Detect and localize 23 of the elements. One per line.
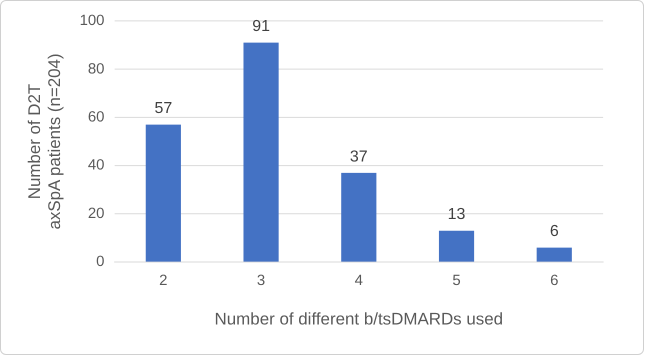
y-tick-label: 0 (96, 253, 105, 270)
x-tick-label: 2 (159, 272, 168, 290)
data-label: 91 (252, 18, 270, 36)
y-tick-label: 20 (88, 205, 105, 222)
y-tick-label: 80 (88, 60, 105, 78)
x-tick-label: 6 (550, 272, 558, 290)
bar (146, 124, 181, 262)
x-axis-title: Number of different b/tsDMARDs used (214, 310, 504, 329)
bar (438, 230, 474, 262)
data-label: 37 (350, 148, 368, 166)
bar (243, 42, 279, 262)
y-tick-label: 100 (80, 12, 105, 29)
x-tick-label: 5 (452, 272, 461, 290)
data-label: 13 (448, 206, 466, 224)
y-tick-label: 40 (88, 156, 105, 174)
bar (341, 172, 376, 262)
x-tick-label: 3 (256, 272, 266, 290)
y-tick-label: 60 (88, 108, 105, 126)
data-label: 57 (154, 100, 172, 118)
y-axis-title: Number of D2T axSpA patients (n=204) (24, 54, 64, 230)
x-tick-label: 4 (354, 272, 363, 290)
data-label: 6 (550, 223, 559, 240)
bar (536, 248, 572, 262)
